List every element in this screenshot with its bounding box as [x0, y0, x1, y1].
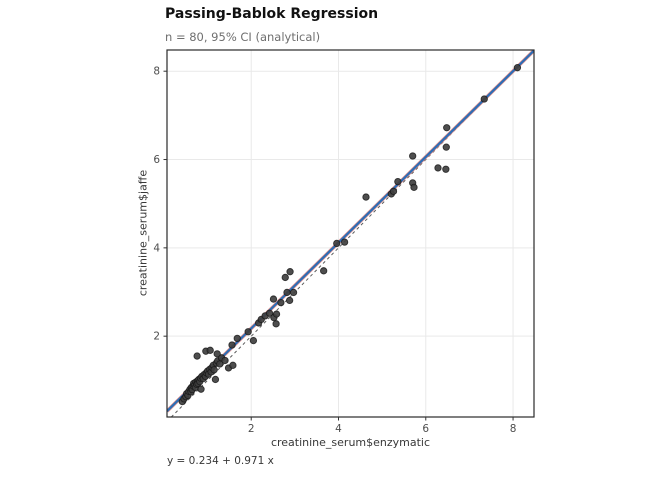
- data-point: [197, 385, 205, 393]
- data-point: [480, 95, 488, 103]
- data-point: [193, 352, 201, 360]
- data-point: [285, 296, 294, 305]
- x-tick-label: 8: [510, 423, 517, 435]
- y-tick-label: 6: [153, 154, 160, 166]
- data-point: [410, 183, 418, 191]
- plot-title: Passing-Bablok Regression: [165, 6, 379, 22]
- data-point: [283, 288, 291, 297]
- data-point: [442, 143, 450, 151]
- data-point: [272, 310, 281, 318]
- regression-line: [167, 50, 534, 412]
- data-point: [249, 336, 258, 345]
- data-point: [442, 165, 450, 173]
- data-point: [320, 267, 328, 275]
- y-tick-label: 4: [153, 242, 160, 254]
- data-point: [340, 238, 349, 246]
- data-point: [228, 341, 236, 349]
- data-point: [333, 239, 341, 248]
- data-point: [362, 193, 370, 201]
- data-point: [277, 298, 285, 307]
- y-tick-label: 2: [153, 331, 160, 343]
- data-point: [434, 164, 442, 172]
- data-point: [233, 334, 241, 343]
- data-point: [244, 328, 252, 336]
- data-point: [389, 187, 398, 195]
- plot-subtitle: n = 80, 95% CI (analytical): [165, 30, 321, 44]
- data-point: [286, 268, 294, 276]
- x-tick-label: 4: [335, 423, 342, 435]
- data-point: [409, 152, 417, 160]
- data-point: [213, 350, 221, 358]
- data-point: [513, 64, 522, 72]
- data-point: [394, 177, 402, 186]
- data-point: [206, 346, 214, 354]
- data-point: [221, 356, 229, 365]
- y-axis-title: creatinine_serum$jaffe: [136, 169, 150, 297]
- data-point: [265, 309, 274, 317]
- panel-border: [166, 49, 535, 418]
- x-tick-label: 2: [248, 423, 255, 435]
- data-point: [269, 295, 278, 303]
- y-tick-label: 8: [153, 66, 160, 78]
- x-tick-label: 6: [422, 423, 429, 435]
- regression-equation: y = 0.234 + 0.971 x: [167, 455, 274, 467]
- data-point: [229, 361, 237, 369]
- x-axis-title: creatinine_serum$enzymatic: [270, 436, 431, 449]
- data-point: [272, 320, 280, 328]
- data-point: [211, 375, 220, 384]
- data-point: [289, 288, 298, 297]
- data-point: [281, 273, 289, 282]
- data-point: [443, 124, 451, 132]
- data-point: [210, 366, 218, 374]
